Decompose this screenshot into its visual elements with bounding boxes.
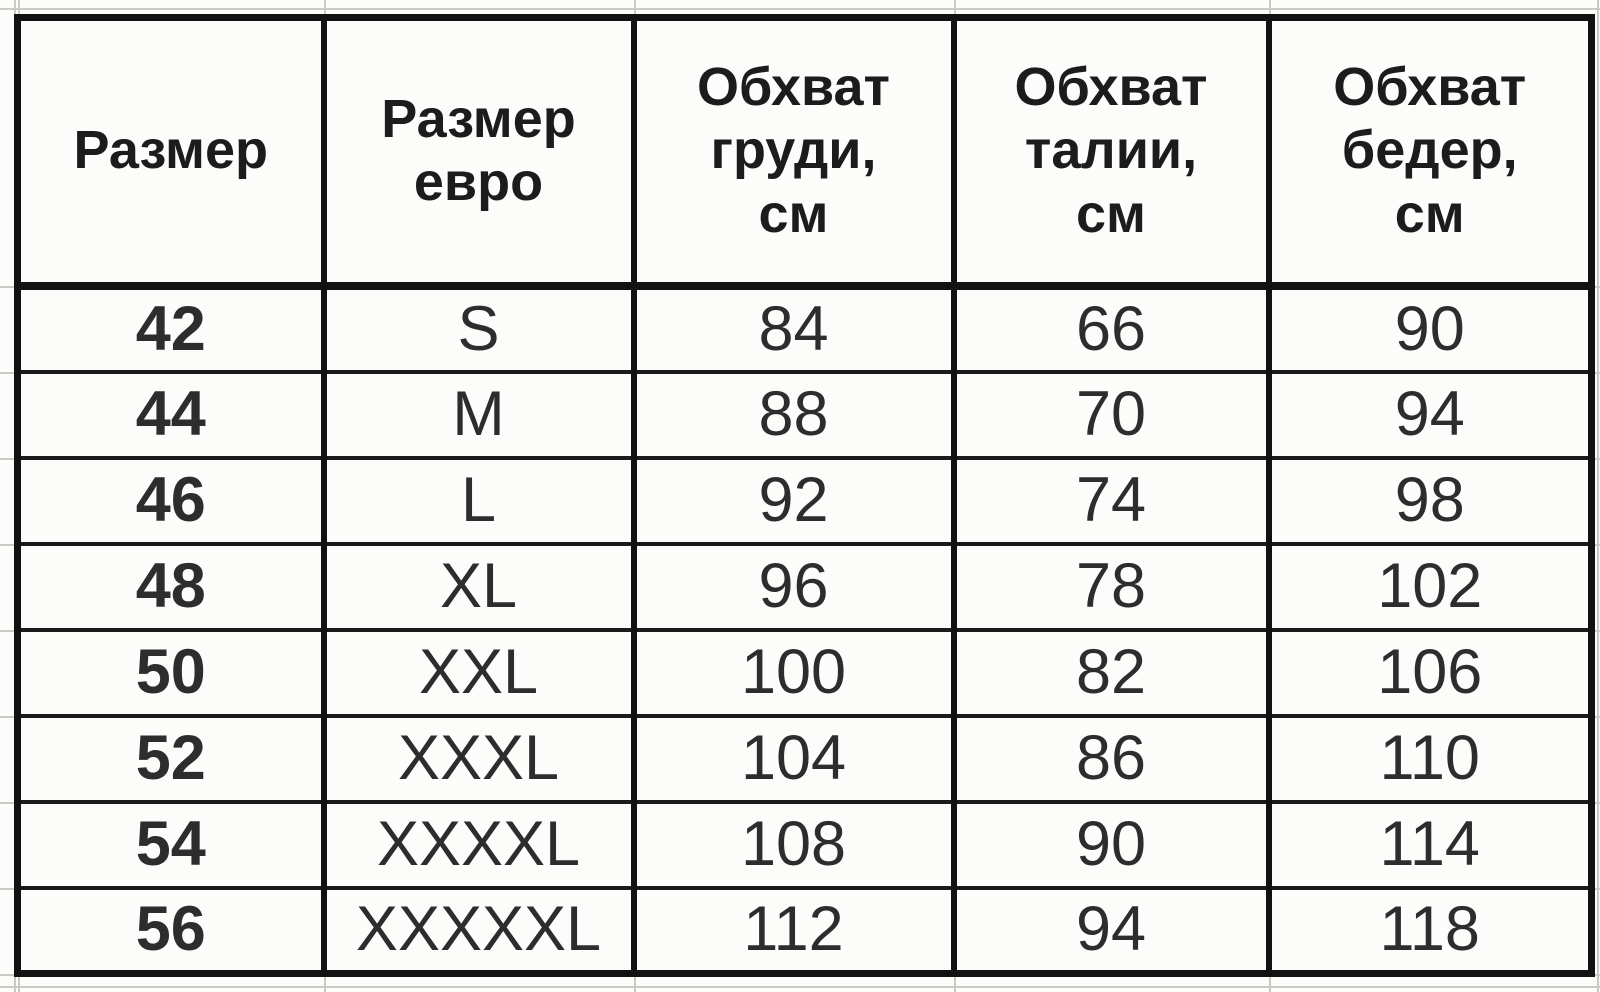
cell-hips: 110 [1265,713,1595,804]
gridline [1597,0,1599,992]
header-row: Размер Размер евро Обхват груди, см Обхв… [14,17,1595,290]
column-header-waist: Обхват талии, см [950,17,1272,290]
cell-chest: 104 [630,713,957,804]
cell-size-ru: 56 [14,885,327,976]
cell-size-ru: 44 [14,369,327,460]
size-chart-table: Размер Размер евро Обхват груди, см Обхв… [14,14,1595,977]
cell-waist: 86 [950,713,1272,804]
table-row: 56 XXXXXL 112 94 118 [14,885,1595,976]
cell-size-euro: XXXXXL [320,885,637,976]
cell-waist: 90 [950,799,1272,890]
column-header-size-euro: Размер евро [320,17,637,290]
cell-size-ru: 46 [14,455,327,546]
table-row: 46 L 92 74 98 [14,455,1595,546]
table-row: 50 XXL 100 82 106 [14,627,1595,718]
cell-chest: 108 [630,799,957,890]
cell-hips: 118 [1265,885,1595,976]
cell-waist: 78 [950,541,1272,632]
cell-size-euro: XL [320,541,637,632]
cell-chest: 92 [630,455,957,546]
cell-size-euro: M [320,369,637,460]
table-body: 42 S 84 66 90 44 M 88 70 94 46 L 92 74 98 48 XL 96 78 102 50… [14,283,1595,976]
column-header-size-ru: Размер [14,17,327,290]
table-head: Размер Размер евро Обхват груди, см Обхв… [14,17,1595,290]
column-header-hips: Обхват бедер, см [1265,17,1595,290]
cell-hips: 114 [1265,799,1595,890]
cell-hips: 98 [1265,455,1595,546]
cell-hips: 102 [1265,541,1595,632]
cell-size-ru: 42 [14,283,327,374]
cell-waist: 70 [950,369,1272,460]
table-row: 44 M 88 70 94 [14,369,1595,460]
cell-waist: 74 [950,455,1272,546]
cell-waist: 82 [950,627,1272,718]
cell-chest: 100 [630,627,957,718]
cell-chest: 96 [630,541,957,632]
table-row: 48 XL 96 78 102 [14,541,1595,632]
cell-size-euro: S [320,283,637,374]
table-row: 54 XXXXL 108 90 114 [14,799,1595,890]
cell-chest: 88 [630,369,957,460]
cell-size-euro: XXXL [320,713,637,804]
cell-waist: 94 [950,885,1272,976]
cell-size-ru: 50 [14,627,327,718]
table-row: 52 XXXL 104 86 110 [14,713,1595,804]
cell-hips: 106 [1265,627,1595,718]
gridline [0,986,1600,988]
gridline [0,8,1600,10]
cell-chest: 84 [630,283,957,374]
cell-size-euro: XXL [320,627,637,718]
cell-size-euro: L [320,455,637,546]
cell-hips: 90 [1265,283,1595,374]
cell-chest: 112 [630,885,957,976]
table-row: 42 S 84 66 90 [14,283,1595,374]
cell-waist: 66 [950,283,1272,374]
cell-size-ru: 54 [14,799,327,890]
cell-hips: 94 [1265,369,1595,460]
cell-size-ru: 52 [14,713,327,804]
column-header-chest: Обхват груди, см [630,17,957,290]
cell-size-euro: XXXXL [320,799,637,890]
cell-size-ru: 48 [14,541,327,632]
